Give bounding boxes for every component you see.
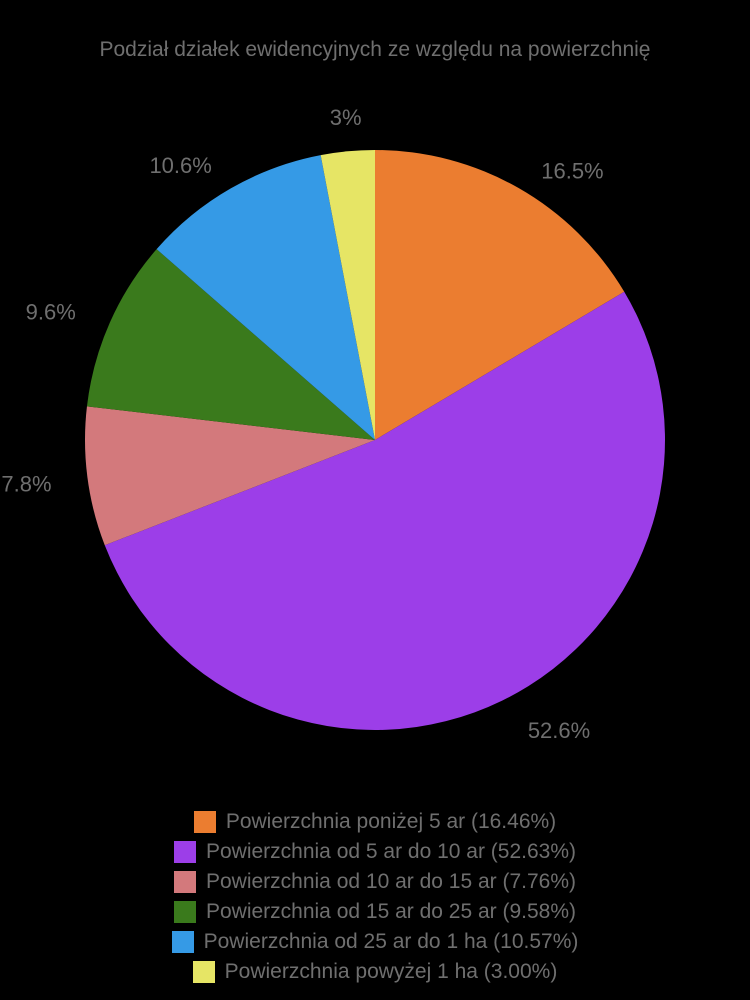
legend-item: Powierzchnia poniżej 5 ar (16.46%): [194, 810, 556, 834]
legend-swatch: [174, 841, 196, 863]
legend-swatch: [174, 871, 196, 893]
legend-item: Powierzchnia od 10 ar do 15 ar (7.76%): [174, 870, 576, 894]
legend-label: Powierzchnia od 10 ar do 15 ar (7.76%): [206, 870, 576, 894]
pie-chart-container: Podział działek ewidencyjnych ze względu…: [0, 0, 750, 1000]
slice-label: 16.5%: [541, 159, 603, 184]
legend-swatch: [172, 931, 194, 953]
legend-label: Powierzchnia od 25 ar do 1 ha (10.57%): [204, 930, 579, 954]
legend-label: Powierzchnia poniżej 5 ar (16.46%): [226, 810, 556, 834]
legend-item: Powierzchnia od 5 ar do 10 ar (52.63%): [174, 840, 576, 864]
slice-label: 9.6%: [26, 299, 76, 324]
chart-title: Podział działek ewidencyjnych ze względu…: [0, 38, 750, 62]
legend-swatch: [193, 961, 215, 983]
legend-label: Powierzchnia od 5 ar do 10 ar (52.63%): [206, 840, 576, 864]
legend: Powierzchnia poniżej 5 ar (16.46%) Powier…: [0, 810, 750, 984]
legend-item: Powierzchnia od 25 ar do 1 ha (10.57%): [172, 930, 579, 954]
legend-label: Powierzchnia od 15 ar do 25 ar (9.58%): [206, 900, 576, 924]
slice-label: 3%: [330, 105, 362, 130]
pie-svg: 16.5%52.6%7.8%9.6%10.6%3%: [20, 85, 730, 795]
pie-wrap: 16.5% 52.6% 7.8% 9.6% 10.6% 3%: [0, 85, 750, 795]
slice-label: 10.6%: [149, 153, 211, 178]
legend-label: Powierzchnia powyżej 1 ha (3.00%): [225, 960, 558, 984]
slice-label: 7.8%: [1, 471, 51, 496]
legend-item: Powierzchnia od 15 ar do 25 ar (9.58%): [174, 900, 576, 924]
legend-swatch: [174, 901, 196, 923]
legend-swatch: [194, 811, 216, 833]
slice-label: 52.6%: [528, 718, 590, 743]
legend-item: Powierzchnia powyżej 1 ha (3.00%): [193, 960, 558, 984]
